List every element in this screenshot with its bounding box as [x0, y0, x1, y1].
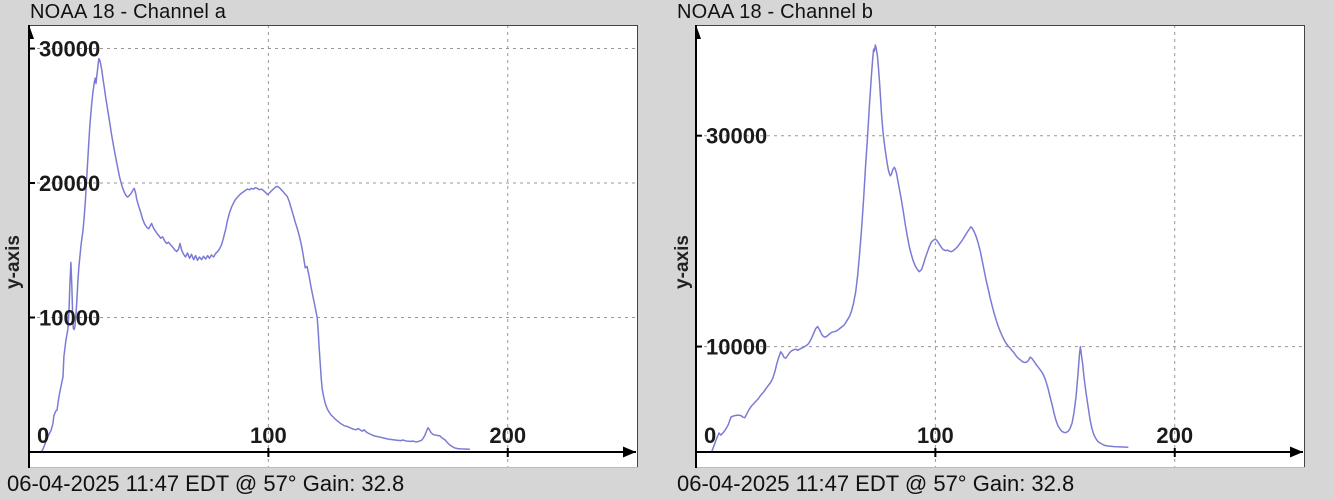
y-tick-label: 30000 [706, 124, 767, 149]
chart-b-caption: 06-04-2025 11:47 EDT @ 57° Gain: 32.8 [677, 471, 1075, 496]
gridlines [697, 25, 1305, 468]
x-axis-arrow-icon [623, 446, 636, 458]
y-axis-arrow-icon [695, 25, 701, 39]
x-tick-label: 200 [489, 423, 526, 448]
y-tick-label: 20000 [39, 171, 100, 196]
histogram-line [40, 57, 471, 453]
tick-marks [28, 47, 509, 457]
chart-b-y-axis-label: y-axis [672, 235, 693, 289]
gridlines [30, 25, 638, 468]
x-tick-label: 0 [37, 423, 49, 448]
plot-frame [28, 25, 638, 468]
plot-frame [695, 25, 1305, 468]
chart-a-y-axis-label: y-axis [3, 235, 24, 289]
y-axis-arrow-icon [28, 25, 34, 39]
histogram-line [710, 44, 1129, 453]
axes [28, 25, 636, 468]
x-tick-label: 200 [1156, 423, 1193, 448]
tick-marks [695, 134, 1176, 457]
tick-labels: 10000 30000 0 100 200 [704, 124, 1193, 448]
y-tick-label: 30000 [39, 37, 100, 62]
chart-a-canvas: 10000 20000 30000 0 100 200 [28, 25, 638, 468]
chart-a-caption: 06-04-2025 11:47 EDT @ 57° Gain: 32.8 [7, 471, 405, 496]
chart-b-title: NOAA 18 - Channel b [677, 1, 874, 23]
axes [695, 25, 1303, 468]
tick-labels: 10000 20000 30000 0 100 200 [37, 37, 526, 448]
x-axis-arrow-icon [1290, 446, 1303, 458]
chart-panel-a: NOAA 18 - Channel a y-axis 10000 20000 300… [3, 1, 638, 496]
plot-background [28, 25, 638, 468]
chart-b-canvas: 10000 30000 0 100 200 [695, 25, 1305, 468]
y-tick-label: 10000 [39, 306, 100, 331]
y-tick-label: 10000 [706, 335, 767, 360]
chart-panel-b: NOAA 18 - Channel b y-axis 10000 30000 0 10… [667, 0, 1334, 500]
plot-background [695, 25, 1305, 468]
chart-b-plot-area: 10000 30000 0 100 200 [695, 25, 1305, 468]
chart-a-plot-area: 10000 20000 30000 0 100 200 [28, 25, 638, 468]
x-tick-label: 100 [250, 423, 287, 448]
x-tick-label: 0 [704, 423, 716, 448]
chart-a-title: NOAA 18 - Channel a [30, 1, 227, 23]
x-tick-label: 100 [917, 423, 954, 448]
